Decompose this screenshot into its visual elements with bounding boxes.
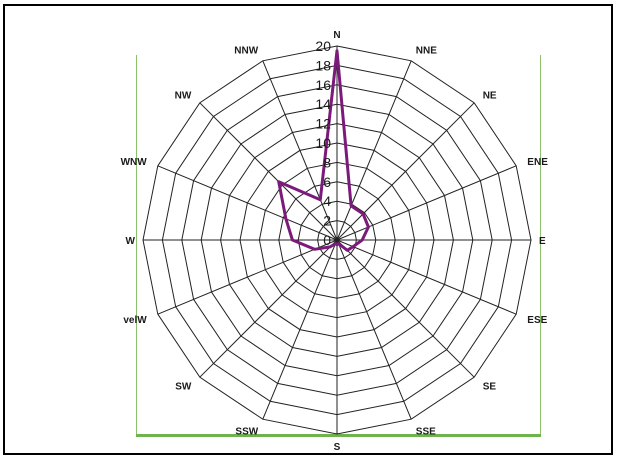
direction-label-velw: velW bbox=[123, 315, 147, 326]
grid-spoke bbox=[336, 60, 412, 241]
tick-label: 4 bbox=[323, 193, 331, 209]
tick-label: 14 bbox=[315, 96, 331, 112]
tick-label: 6 bbox=[323, 174, 331, 190]
grid-spoke bbox=[157, 239, 338, 315]
direction-label-nne: NNE bbox=[416, 46, 437, 57]
direction-label-s: S bbox=[334, 442, 341, 453]
plot-border-bottom bbox=[136, 434, 541, 437]
tick-label: 10 bbox=[315, 135, 331, 151]
grid-spoke bbox=[336, 102, 475, 241]
direction-label-ene: ENE bbox=[527, 157, 548, 168]
grid-spokes bbox=[143, 46, 531, 434]
radial-tick-labels: 0 2 4 6 8 10 12 14 16 18 20 bbox=[315, 38, 331, 248]
tick-label: 18 bbox=[315, 57, 331, 73]
grid-spoke bbox=[262, 239, 338, 420]
plot-border-left bbox=[136, 55, 137, 437]
grid-spoke bbox=[336, 239, 475, 378]
grid-spoke bbox=[262, 60, 338, 241]
chart-frame bbox=[3, 4, 613, 455]
direction-label-nnw: NNW bbox=[234, 46, 258, 57]
tick-label: 12 bbox=[315, 116, 331, 132]
grid-spoke bbox=[157, 165, 338, 241]
tick-label: 0 bbox=[323, 232, 331, 248]
direction-label-nw: NW bbox=[175, 90, 192, 101]
direction-labels: N NNE NE ENE E ESE SE SSE S SSW SW velW W WNW NW NNW bbox=[121, 30, 549, 453]
plot-border-right bbox=[540, 55, 541, 435]
grid-spoke bbox=[336, 239, 412, 420]
tick-label: 16 bbox=[315, 77, 331, 93]
direction-label-sse: SSE bbox=[416, 426, 436, 437]
series-layer bbox=[277, 49, 370, 252]
grid-spoke bbox=[199, 239, 338, 378]
direction-label-n: N bbox=[333, 30, 340, 41]
grid-spoke bbox=[336, 165, 517, 241]
direction-label-ne: NE bbox=[483, 90, 497, 101]
tick-label: 20 bbox=[315, 38, 331, 54]
tick-label: 2 bbox=[323, 213, 331, 229]
direction-label-se: SE bbox=[483, 382, 497, 393]
direction-label-e: E bbox=[539, 236, 546, 247]
grid-spoke bbox=[199, 102, 338, 241]
direction-label-ese: ESE bbox=[527, 315, 547, 326]
direction-label-sw: SW bbox=[175, 382, 192, 393]
direction-label-wnw: WNW bbox=[121, 157, 148, 168]
tick-label: 8 bbox=[323, 154, 331, 170]
direction-label-w: W bbox=[126, 236, 136, 247]
direction-label-ssw: SSW bbox=[235, 426, 258, 437]
series-line bbox=[277, 49, 370, 252]
grid-spoke bbox=[336, 239, 517, 315]
